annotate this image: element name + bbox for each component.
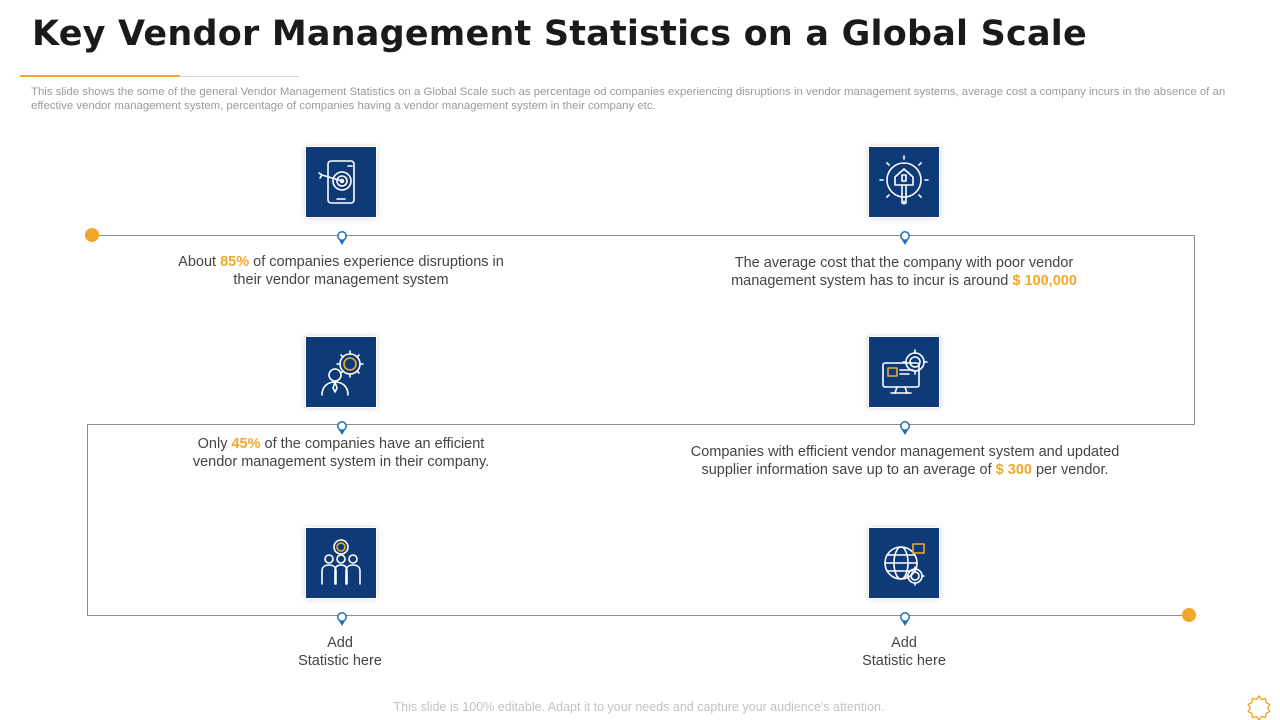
timeline-start-dot bbox=[85, 228, 99, 242]
statistic-text: About 85% of companies experience disrup… bbox=[178, 254, 504, 288]
brand-logo-icon bbox=[1247, 694, 1271, 720]
statistic-placeholder: Add Statistic here bbox=[298, 635, 382, 669]
statistic-text: Companies with efficient vendor manageme… bbox=[690, 444, 1120, 478]
statistic-text: The average cost that the company with p… bbox=[731, 255, 1077, 289]
person-gear-icon bbox=[306, 337, 376, 407]
globe-gear-icon bbox=[869, 528, 939, 598]
timeline-segment-middle bbox=[87, 424, 1195, 425]
timeline-pin bbox=[900, 421, 910, 435]
footer-note: This slide is 100% editable. Adapt it to… bbox=[393, 700, 885, 714]
statistic-placeholder: Add Statistic here bbox=[862, 635, 946, 669]
timeline-segment-left bbox=[87, 424, 88, 616]
statistic-text: Only 45% of the companies have an effici… bbox=[192, 436, 490, 470]
timeline-pin bbox=[337, 231, 347, 245]
timeline-pin bbox=[337, 421, 347, 435]
team-gear-icon bbox=[306, 528, 376, 598]
timeline-end-dot bbox=[1182, 608, 1196, 622]
page-title: Key Vendor Management Statistics on a Gl… bbox=[32, 14, 1087, 54]
tablet-target-icon bbox=[306, 147, 376, 217]
timeline-pin bbox=[900, 231, 910, 245]
slide-description: This slide shows the some of the general… bbox=[31, 86, 1226, 112]
timeline-segment-bottom bbox=[87, 615, 1189, 616]
timeline-segment-right bbox=[1194, 235, 1195, 425]
title-accent-bar bbox=[20, 75, 180, 77]
gear-hand-icon bbox=[869, 147, 939, 217]
timeline-pin bbox=[337, 612, 347, 626]
timeline-pin bbox=[900, 612, 910, 626]
computer-gear-icon bbox=[869, 337, 939, 407]
timeline-segment-top bbox=[92, 235, 1195, 236]
